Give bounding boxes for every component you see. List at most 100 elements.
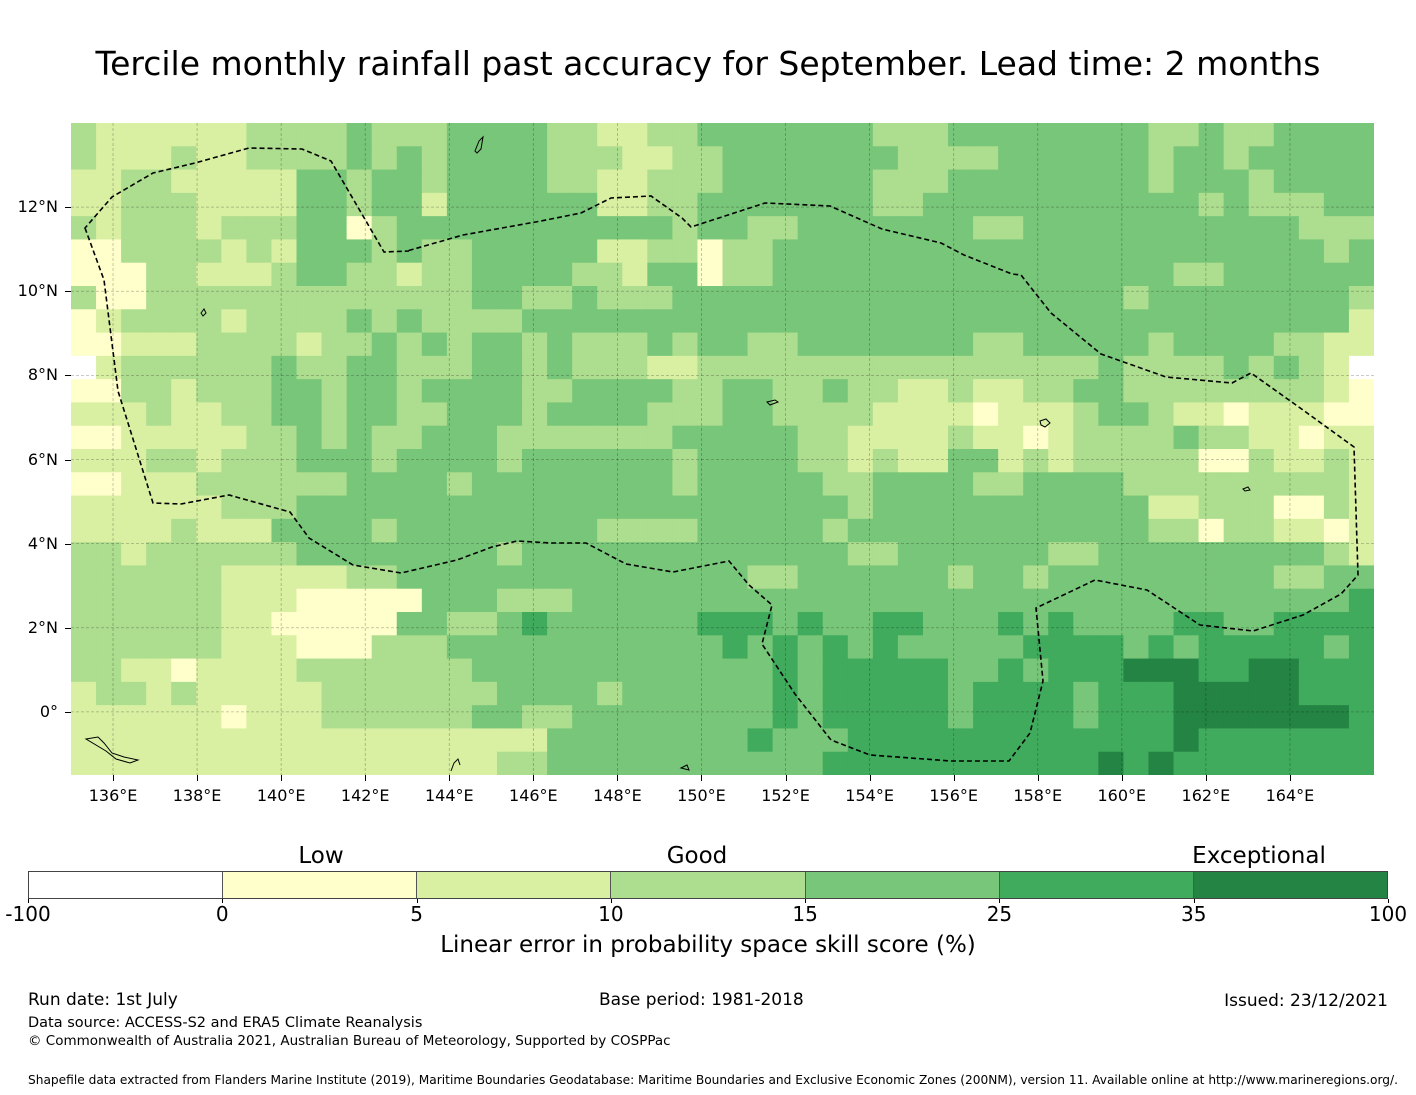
grid-cell [146, 542, 172, 567]
grid-cell [547, 612, 573, 636]
grid-cell [446, 542, 473, 567]
grid-cell [246, 379, 273, 404]
grid-cell [1298, 379, 1325, 404]
grid-cell [1198, 332, 1225, 357]
grid-cell [597, 518, 623, 543]
grid-cell [296, 169, 323, 194]
grid-cell [922, 705, 949, 730]
grid-cell [672, 705, 699, 730]
grid-cell [1273, 542, 1300, 567]
grid-cell [722, 495, 749, 520]
grid-cell [597, 542, 623, 567]
kosrae-island [1242, 486, 1251, 492]
grid-cell [71, 192, 97, 217]
grid-cell [221, 705, 248, 730]
grid-cell [897, 402, 924, 427]
grid-cell [1098, 239, 1125, 264]
latitude-tick [65, 207, 71, 209]
grid-cell [221, 565, 248, 590]
grid-cell [622, 286, 648, 310]
grid-cell [221, 449, 248, 473]
grid-cell [221, 472, 248, 497]
grid-cell [321, 425, 348, 450]
map-gridlines [71, 123, 1374, 775]
grid-cell [171, 286, 197, 310]
grid-cell [772, 192, 799, 217]
longitude-tick-label: 162°E [1181, 786, 1231, 805]
grid-cell [1248, 728, 1275, 753]
grid-cell [772, 495, 799, 520]
grid-cell [1023, 309, 1049, 334]
guam-island [474, 135, 484, 154]
grid-cell [1223, 658, 1250, 683]
grid-cell [1123, 169, 1150, 194]
longitude-tick [701, 775, 703, 781]
longitude-tick [617, 775, 619, 781]
grid-cell [797, 216, 824, 241]
grid-cell [96, 216, 122, 241]
grid-cell [271, 449, 298, 473]
grid-cell [1248, 635, 1275, 660]
grid-cell [1123, 751, 1150, 775]
grid-cell [522, 495, 548, 520]
grid-cell [547, 588, 573, 613]
grid-cell [1073, 402, 1099, 427]
grid-cell [747, 123, 774, 147]
grid-cell [1098, 472, 1125, 497]
grid-cell [1248, 123, 1275, 147]
colorbar-tick-label: 35 [1180, 902, 1207, 926]
grid-cell [446, 658, 473, 683]
grid-cell [146, 379, 172, 404]
grid-cell [922, 355, 949, 380]
grid-cell [697, 286, 724, 310]
grid-cell [1123, 355, 1150, 380]
grid-cell [1073, 658, 1099, 683]
grid-cell [171, 379, 197, 404]
grid-cell [1148, 262, 1175, 287]
grid-cell [622, 635, 648, 660]
grid-cell [1148, 681, 1175, 706]
grid-cell [747, 565, 774, 590]
grid-cell [998, 751, 1024, 775]
grid-cell [346, 286, 373, 310]
grid-cell [221, 751, 248, 775]
grid-cell [71, 565, 97, 590]
grid-cell [171, 565, 197, 590]
grid-cell [1348, 309, 1374, 334]
grid-cell [1148, 728, 1175, 753]
grid-cell [697, 612, 724, 636]
grid-cell [471, 612, 498, 636]
grid-cell [1348, 495, 1374, 520]
grid-cell [1323, 402, 1350, 427]
grid-cell [96, 192, 122, 217]
grid-cell [948, 588, 974, 613]
grid-cell [672, 635, 699, 660]
latitude-tick-label: 0° [39, 701, 58, 721]
grid-cell [922, 146, 949, 171]
grid-cell [346, 262, 373, 287]
grid-cell [146, 449, 172, 473]
grid-cell [1198, 728, 1225, 753]
grid-cell [572, 402, 598, 427]
grid-cell [1023, 425, 1049, 450]
grid-cell [797, 588, 824, 613]
grid-cell [722, 355, 749, 380]
colorbar-tick [805, 899, 807, 903]
grid-cell [872, 216, 899, 241]
grid-cell [622, 588, 648, 613]
grid-cell [922, 681, 949, 706]
grid-cell [146, 495, 172, 520]
grid-cell [1048, 262, 1074, 287]
grid-cell [522, 216, 548, 241]
grid-cell [1148, 588, 1175, 613]
grid-cell [121, 542, 147, 567]
grid-cell [246, 588, 273, 613]
grid-cell [722, 449, 749, 473]
grid-cell [872, 565, 899, 590]
grid-cell [922, 449, 949, 473]
grid-cell [346, 239, 373, 264]
grid-cell [847, 169, 874, 194]
grid-cell [522, 332, 548, 357]
grid-cell [371, 705, 398, 730]
grid-cell [221, 658, 248, 683]
